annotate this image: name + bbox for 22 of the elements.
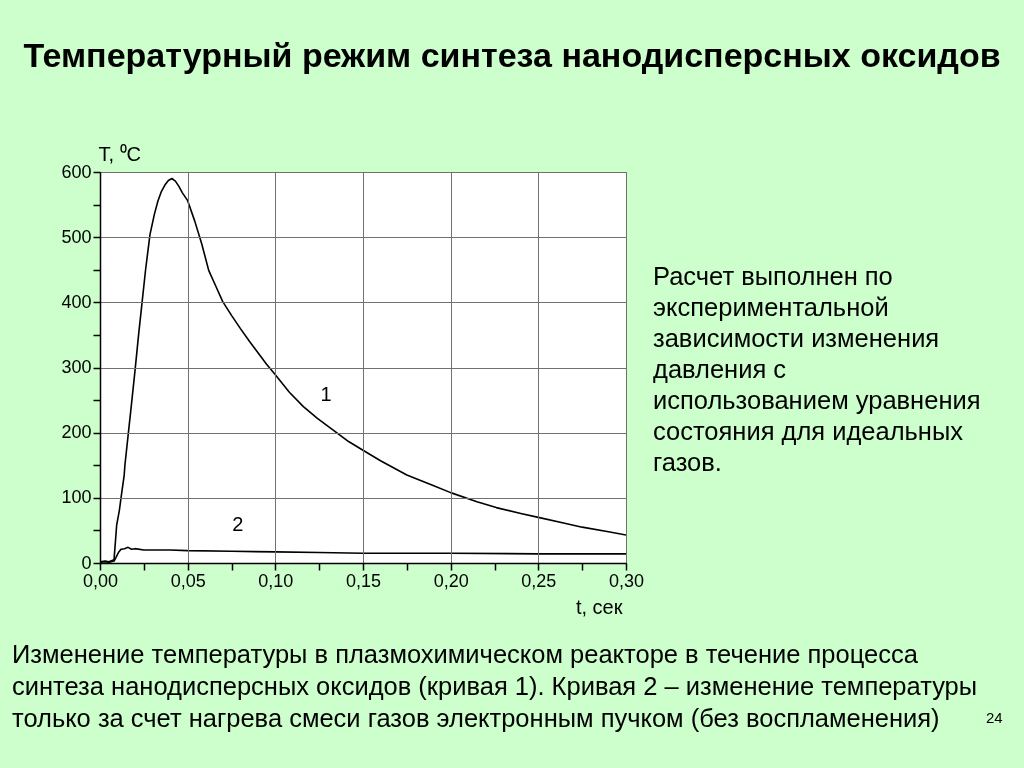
- x-axis-title: t, сек: [575, 595, 623, 618]
- y-tick-label: 0: [81, 552, 92, 573]
- x-tick-label: 0,15: [345, 570, 382, 591]
- y-tick-label: 600: [61, 161, 92, 182]
- text: 24: [986, 709, 1003, 726]
- x-tick-label: 0,25: [521, 570, 557, 591]
- series-label: 2: [232, 513, 244, 536]
- x-tick-label: 0,30: [608, 570, 645, 591]
- y-tick-label: 400: [61, 291, 92, 312]
- x-tick-label: 0,00: [82, 570, 119, 591]
- text: Изменение температуры в плазмохимическом реакторе в течение процесса синтеза нанодисперсных оксидов (кривая 1). Кривая 2 – изменение температуры только за счет нагрева смеси газов электронным пучком (без воспламенения): [12, 640, 978, 732]
- x-tick-label: 0,05: [170, 570, 206, 591]
- x-tick-label: 0,20: [433, 570, 469, 591]
- y-tick-label: 300: [61, 357, 92, 377]
- series-label: 1: [320, 382, 332, 405]
- chart-title: Температурный режим синтеза нанодисперсных оксидов: [23, 36, 1001, 74]
- y-tick-label: 100: [61, 487, 92, 508]
- y-tick-label: 500: [61, 226, 92, 247]
- x-tick-label: 0,10: [258, 570, 294, 591]
- text: Расчет выполнен по экспериментальной зависимости изменения давления с использованием уравнения состояния для идеальных газов.: [653, 262, 981, 476]
- y-tick-label: 200: [61, 422, 92, 443]
- y-axis-title: T, ⁰C: [98, 142, 142, 165]
